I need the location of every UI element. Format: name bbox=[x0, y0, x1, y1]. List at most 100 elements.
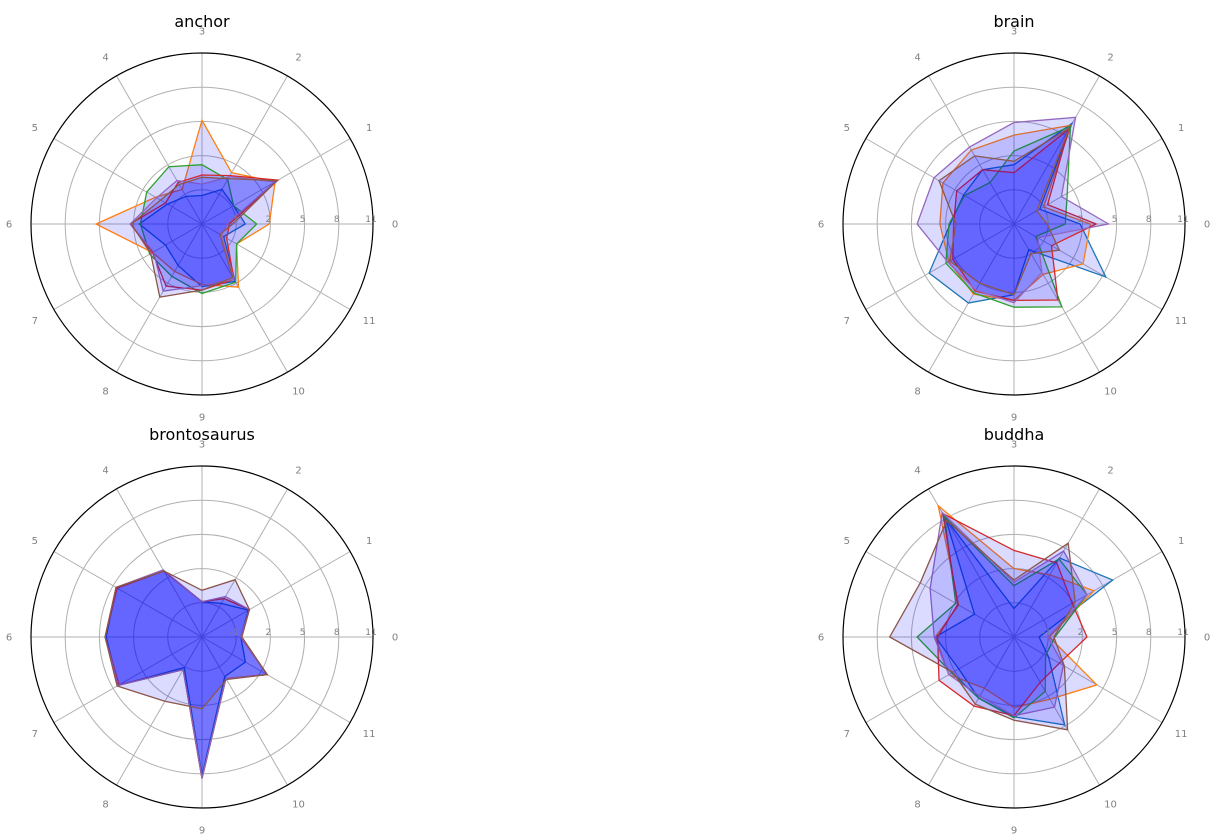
radar-panel-anchor: 0 1 2 3 4 5 6 7 8 9 10 11 -1 2 5 8 11 anchor bbox=[6, 12, 398, 424]
series-polygon-1 bbox=[934, 504, 1099, 709]
angle-tick-label: 10 bbox=[292, 387, 305, 398]
series-polygon-3 bbox=[936, 512, 1088, 717]
angle-tick-label: 0 bbox=[1204, 220, 1210, 231]
polar-frame bbox=[842, 465, 1186, 809]
radial-tick-label: 2 bbox=[1078, 628, 1084, 638]
grid-spoke bbox=[53, 138, 203, 225]
grid-spoke bbox=[201, 551, 351, 638]
grid-spoke bbox=[201, 75, 288, 225]
angle-tick-label: 5 bbox=[844, 123, 850, 134]
angle-tick-label: 2 bbox=[1107, 52, 1113, 63]
grid-spoke bbox=[1013, 636, 1100, 786]
grid-spoke bbox=[1013, 551, 1163, 638]
radial-tick-label: 2 bbox=[266, 215, 272, 225]
radial-tick-label: 2 bbox=[1078, 215, 1084, 225]
polar-frame bbox=[30, 52, 374, 396]
series-polygon-2 bbox=[945, 125, 1072, 308]
series-polygon-0 bbox=[928, 121, 1108, 304]
radar-panel-brain: 0 1 2 3 4 5 6 7 8 9 10 11 -1 2 5 8 11 brain bbox=[818, 12, 1210, 424]
angle-tick-label: 9 bbox=[199, 826, 205, 836]
angle-tick-label: 1 bbox=[1178, 536, 1184, 547]
angle-tick-label: 3 bbox=[199, 27, 205, 38]
grid-spoke bbox=[201, 636, 288, 786]
radial-tick-label: -1 bbox=[1042, 215, 1051, 225]
radial-tick-label: 8 bbox=[334, 628, 340, 638]
angle-tick-label: 7 bbox=[32, 729, 38, 740]
radial-tick-label: -1 bbox=[230, 215, 239, 225]
radial-tick-label: 11 bbox=[1177, 628, 1188, 638]
radial-tick-label: 11 bbox=[365, 215, 376, 225]
angle-tick-label: 9 bbox=[1011, 826, 1017, 836]
chart-title: brontosaurus bbox=[149, 425, 255, 444]
angle-tick-label: 6 bbox=[818, 220, 824, 231]
grid-spoke bbox=[1013, 138, 1163, 225]
angle-tick-label: 9 bbox=[199, 413, 205, 424]
grid-spoke bbox=[1013, 75, 1100, 225]
angle-tick-label: 1 bbox=[1178, 123, 1184, 134]
angle-tick-label: 8 bbox=[914, 387, 920, 398]
chart-title: buddha bbox=[984, 425, 1045, 444]
angle-tick-label: 2 bbox=[295, 52, 301, 63]
angle-tick-label: 11 bbox=[1175, 316, 1188, 327]
grid-spoke bbox=[1013, 223, 1163, 310]
radial-tick-label: 2 bbox=[266, 628, 272, 638]
chart-title: anchor bbox=[174, 12, 230, 31]
angle-tick-label: 10 bbox=[1104, 387, 1117, 398]
radial-tick-label: -1 bbox=[1042, 628, 1051, 638]
angle-tick-label: 1 bbox=[366, 536, 372, 547]
series-polygon-5 bbox=[888, 519, 1076, 731]
angle-tick-label: 4 bbox=[914, 52, 920, 63]
series-polygon-4 bbox=[129, 175, 277, 292]
radar-panel-buddha: 0 1 2 3 4 5 6 7 8 9 10 11 -1 2 5 8 11 buddha bbox=[818, 425, 1210, 836]
grid-spoke bbox=[865, 551, 1015, 638]
angle-tick-label: 3 bbox=[1011, 440, 1017, 451]
angle-tick-label: 0 bbox=[1204, 633, 1210, 644]
angle-tick-label: 0 bbox=[392, 633, 398, 644]
series-polygon-5 bbox=[938, 126, 1071, 296]
radial-tick-label: 5 bbox=[1112, 215, 1118, 225]
grid-spoke bbox=[1013, 636, 1163, 723]
radial-tick-label: 11 bbox=[365, 628, 376, 638]
angle-tick-label: 3 bbox=[1011, 27, 1017, 38]
grid-spoke bbox=[865, 223, 1015, 310]
angle-tick-label: 8 bbox=[914, 800, 920, 811]
angle-tick-label: 6 bbox=[6, 633, 12, 644]
series-polygon-4 bbox=[916, 116, 1111, 304]
angle-tick-label: 11 bbox=[363, 316, 376, 327]
angle-tick-label: 7 bbox=[32, 316, 38, 327]
angle-tick-label: 7 bbox=[844, 729, 850, 740]
series-polygon-0 bbox=[105, 570, 250, 777]
radial-tick-label: 5 bbox=[1112, 628, 1118, 638]
grid-spoke bbox=[116, 636, 203, 786]
angle-tick-label: 1 bbox=[366, 123, 372, 134]
radial-tick-label: 5 bbox=[300, 628, 306, 638]
angle-tick-label: 4 bbox=[102, 465, 108, 476]
radial-tick-label: 8 bbox=[1146, 215, 1152, 225]
angle-tick-label: 6 bbox=[818, 633, 824, 644]
chart-title: brain bbox=[993, 12, 1034, 31]
grid-spoke bbox=[928, 223, 1015, 373]
grid-spoke bbox=[116, 75, 203, 225]
grid-spoke bbox=[865, 138, 1015, 225]
radial-tick-label: 8 bbox=[334, 215, 340, 225]
angle-tick-label: 4 bbox=[914, 465, 920, 476]
angle-tick-label: 5 bbox=[32, 123, 38, 134]
grid-spoke bbox=[201, 223, 288, 373]
grid-spoke bbox=[865, 636, 1015, 723]
grid-spoke bbox=[53, 636, 203, 723]
grid-spoke bbox=[116, 223, 203, 373]
angle-tick-label: 10 bbox=[292, 800, 305, 811]
angle-tick-label: 2 bbox=[295, 465, 301, 476]
angle-tick-label: 6 bbox=[6, 220, 12, 231]
angle-tick-label: 2 bbox=[1107, 465, 1113, 476]
angle-tick-label: 8 bbox=[102, 387, 108, 398]
grid-spoke bbox=[53, 551, 203, 638]
series-polygon-2 bbox=[916, 514, 1088, 719]
angle-tick-label: 7 bbox=[844, 316, 850, 327]
grid-spoke bbox=[928, 636, 1015, 786]
radial-tick-label: 11 bbox=[1177, 215, 1188, 225]
angle-tick-label: 10 bbox=[1104, 800, 1117, 811]
angle-tick-label: 0 bbox=[392, 220, 398, 231]
grid-spoke bbox=[1013, 223, 1100, 373]
